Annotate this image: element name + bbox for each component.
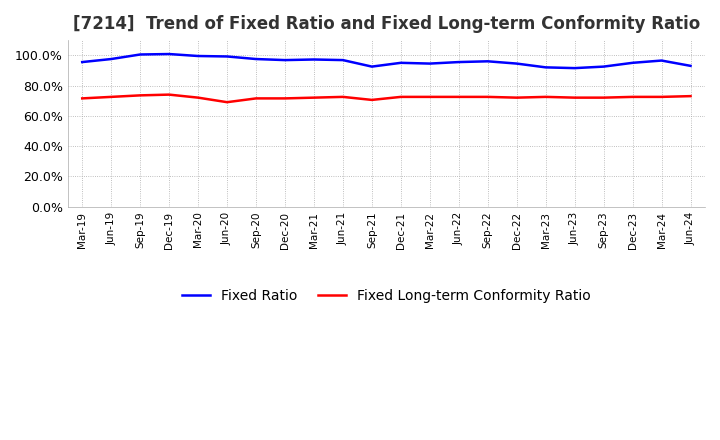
Title: [7214]  Trend of Fixed Ratio and Fixed Long-term Conformity Ratio: [7214] Trend of Fixed Ratio and Fixed Lo… [73, 15, 700, 33]
Fixed Ratio [222, 54, 231, 59]
Fixed Ratio [513, 61, 521, 66]
Fixed Long-term Conformity Ratio [310, 95, 318, 100]
Fixed Ratio [483, 59, 492, 64]
Fixed Long-term Conformity Ratio [629, 94, 637, 99]
Fixed Ratio [570, 66, 579, 71]
Fixed Ratio [629, 60, 637, 66]
Fixed Long-term Conformity Ratio [165, 92, 174, 97]
Fixed Ratio [281, 58, 289, 63]
Fixed Ratio [78, 59, 86, 65]
Fixed Long-term Conformity Ratio [483, 94, 492, 99]
Fixed Long-term Conformity Ratio [338, 94, 347, 99]
Fixed Long-term Conformity Ratio [136, 93, 145, 98]
Fixed Long-term Conformity Ratio [194, 95, 202, 100]
Fixed Long-term Conformity Ratio [570, 95, 579, 100]
Fixed Long-term Conformity Ratio [368, 97, 377, 103]
Fixed Long-term Conformity Ratio [686, 93, 695, 99]
Fixed Ratio [426, 61, 434, 66]
Fixed Ratio [599, 64, 608, 69]
Fixed Long-term Conformity Ratio [222, 99, 231, 105]
Fixed Ratio [107, 56, 115, 62]
Fixed Ratio [310, 57, 318, 62]
Fixed Ratio [368, 64, 377, 69]
Fixed Ratio [165, 51, 174, 57]
Fixed Long-term Conformity Ratio [513, 95, 521, 100]
Fixed Long-term Conformity Ratio [397, 94, 405, 99]
Fixed Long-term Conformity Ratio [78, 96, 86, 101]
Fixed Long-term Conformity Ratio [599, 95, 608, 100]
Legend: Fixed Ratio, Fixed Long-term Conformity Ratio: Fixed Ratio, Fixed Long-term Conformity … [176, 283, 596, 308]
Fixed Ratio [657, 58, 666, 63]
Fixed Ratio [136, 52, 145, 57]
Fixed Long-term Conformity Ratio [454, 94, 463, 99]
Fixed Ratio [252, 56, 261, 62]
Fixed Long-term Conformity Ratio [107, 94, 115, 99]
Line: Fixed Ratio: Fixed Ratio [82, 54, 690, 68]
Fixed Ratio [338, 58, 347, 63]
Fixed Ratio [541, 65, 550, 70]
Fixed Ratio [194, 53, 202, 59]
Fixed Long-term Conformity Ratio [252, 96, 261, 101]
Fixed Ratio [686, 63, 695, 69]
Fixed Ratio [397, 60, 405, 66]
Fixed Long-term Conformity Ratio [426, 94, 434, 99]
Fixed Ratio [454, 59, 463, 65]
Fixed Long-term Conformity Ratio [541, 94, 550, 99]
Line: Fixed Long-term Conformity Ratio: Fixed Long-term Conformity Ratio [82, 95, 690, 102]
Fixed Long-term Conformity Ratio [281, 96, 289, 101]
Fixed Long-term Conformity Ratio [657, 94, 666, 99]
